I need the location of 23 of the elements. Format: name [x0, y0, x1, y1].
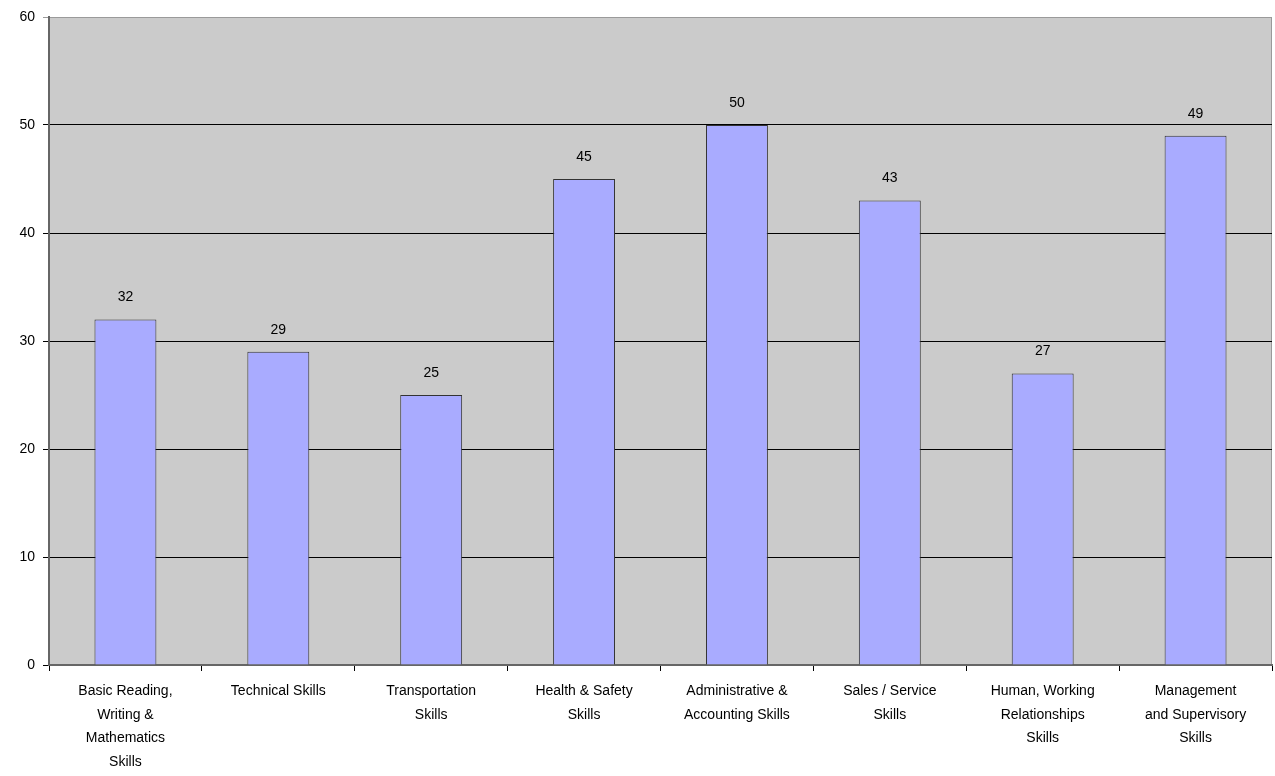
y-tick-label: 30 [19, 331, 36, 348]
data-label: 29 [270, 320, 287, 337]
y-tick-label: 40 [19, 223, 36, 240]
data-label: 49 [1187, 104, 1204, 121]
data-label: 27 [1034, 342, 1051, 359]
x-tick-label: Health & Safety Skills [535, 681, 633, 722]
y-tick-label: 60 [19, 7, 36, 24]
x-tick-label: Administrative & Accounting Skills [684, 681, 790, 722]
data-label: 32 [117, 288, 134, 305]
data-label: 43 [882, 169, 898, 186]
y-tick-label: 10 [19, 547, 36, 564]
x-tick-label: Management and Supervisory Skills [1144, 681, 1247, 746]
y-tick-label: 50 [19, 115, 36, 132]
x-tick-label: Transportation Skills [386, 681, 477, 722]
data-label: 45 [576, 147, 593, 164]
y-tick-label: 0 [27, 655, 36, 672]
data-label: 50 [729, 93, 745, 110]
x-tick-label: Basic Reading, Writing & Mathematics Skills [78, 681, 173, 770]
x-tick-label: Sales / Service Skills [843, 681, 937, 722]
y-tick-label: 20 [19, 439, 36, 456]
x-tick-label: Human, Working Relationships Skills [990, 681, 1095, 746]
x-tick-label: Technical Skills [230, 681, 326, 698]
data-label: 25 [423, 363, 440, 380]
